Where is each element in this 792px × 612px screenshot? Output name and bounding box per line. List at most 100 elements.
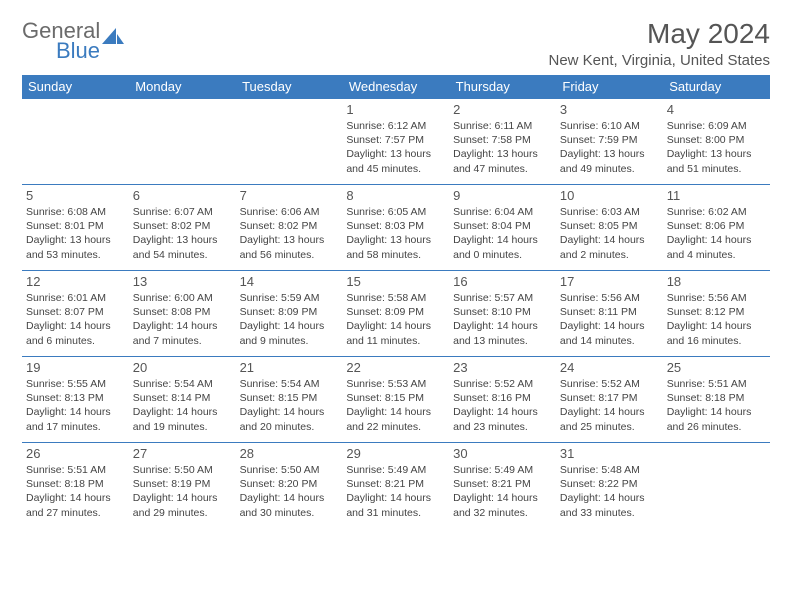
day-details: Sunrise: 5:50 AMSunset: 8:20 PMDaylight:… — [240, 463, 339, 520]
day-number: 9 — [453, 188, 552, 203]
weekday-header: Thursday — [449, 75, 556, 99]
calendar-day-cell: 4 Sunrise: 6:09 AMSunset: 8:00 PMDaylight… — [663, 99, 770, 185]
calendar-day-cell: 31 Sunrise: 5:48 AMSunset: 8:22 PMDayligh… — [556, 443, 663, 529]
calendar-day-cell — [129, 99, 236, 185]
day-details: Sunrise: 5:56 AMSunset: 8:12 PMDaylight:… — [667, 291, 766, 348]
calendar-day-cell: 22 Sunrise: 5:53 AMSunset: 8:15 PMDayligh… — [342, 357, 449, 443]
weekday-header: Wednesday — [342, 75, 449, 99]
day-details: Sunrise: 6:09 AMSunset: 8:00 PMDaylight:… — [667, 119, 766, 176]
day-number: 27 — [133, 446, 232, 461]
day-number: 24 — [560, 360, 659, 375]
calendar-week-row: 5 Sunrise: 6:08 AMSunset: 8:01 PMDaylight… — [22, 185, 770, 271]
day-number: 1 — [346, 102, 445, 117]
location-text: New Kent, Virginia, United States — [548, 52, 770, 69]
day-details: Sunrise: 5:54 AMSunset: 8:14 PMDaylight:… — [133, 377, 232, 434]
day-details: Sunrise: 5:52 AMSunset: 8:16 PMDaylight:… — [453, 377, 552, 434]
calendar-day-cell: 3 Sunrise: 6:10 AMSunset: 7:59 PMDaylight… — [556, 99, 663, 185]
day-number: 16 — [453, 274, 552, 289]
day-details: Sunrise: 5:51 AMSunset: 8:18 PMDaylight:… — [667, 377, 766, 434]
day-details: Sunrise: 6:08 AMSunset: 8:01 PMDaylight:… — [26, 205, 125, 262]
day-number: 15 — [346, 274, 445, 289]
calendar-day-cell — [663, 443, 770, 529]
weekday-header-row: SundayMondayTuesdayWednesdayThursdayFrid… — [22, 75, 770, 99]
calendar-day-cell: 21 Sunrise: 5:54 AMSunset: 8:15 PMDayligh… — [236, 357, 343, 443]
calendar-day-cell: 7 Sunrise: 6:06 AMSunset: 8:02 PMDaylight… — [236, 185, 343, 271]
day-number: 29 — [346, 446, 445, 461]
day-number: 13 — [133, 274, 232, 289]
day-details: Sunrise: 5:50 AMSunset: 8:19 PMDaylight:… — [133, 463, 232, 520]
calendar-day-cell: 30Sunrise: 5:49 AMSunset: 8:21 PMDayligh… — [449, 443, 556, 529]
day-details: Sunrise: 6:07 AMSunset: 8:02 PMDaylight:… — [133, 205, 232, 262]
day-number: 10 — [560, 188, 659, 203]
day-details: Sunrise: 5:56 AMSunset: 8:11 PMDaylight:… — [560, 291, 659, 348]
calendar-day-cell: 6 Sunrise: 6:07 AMSunset: 8:02 PMDaylight… — [129, 185, 236, 271]
day-number: 25 — [667, 360, 766, 375]
day-details: Sunrise: 5:52 AMSunset: 8:17 PMDaylight:… — [560, 377, 659, 434]
calendar-week-row: 12 Sunrise: 6:01 AMSunset: 8:07 PMDayligh… — [22, 271, 770, 357]
calendar-day-cell: 16 Sunrise: 5:57 AMSunset: 8:10 PMDayligh… — [449, 271, 556, 357]
day-number: 3 — [560, 102, 659, 117]
calendar-day-cell: 11 Sunrise: 6:02 AMSunset: 8:06 PMDayligh… — [663, 185, 770, 271]
calendar-day-cell: 15 Sunrise: 5:58 AMSunset: 8:09 PMDayligh… — [342, 271, 449, 357]
calendar-body: 1 Sunrise: 6:12 AMSunset: 7:57 PMDaylight… — [22, 99, 770, 529]
calendar-day-cell — [22, 99, 129, 185]
day-details: Sunrise: 6:12 AMSunset: 7:57 PMDaylight:… — [346, 119, 445, 176]
day-number: 23 — [453, 360, 552, 375]
day-number: 21 — [240, 360, 339, 375]
calendar-day-cell: 9 Sunrise: 6:04 AMSunset: 8:04 PMDaylight… — [449, 185, 556, 271]
weekday-header: Saturday — [663, 75, 770, 99]
calendar-week-row: 1 Sunrise: 6:12 AMSunset: 7:57 PMDaylight… — [22, 99, 770, 185]
day-number: 7 — [240, 188, 339, 203]
weekday-header: Friday — [556, 75, 663, 99]
day-number: 8 — [346, 188, 445, 203]
day-details: Sunrise: 5:49 AMSunset: 8:21 PMDaylight:… — [346, 463, 445, 520]
day-number: 28 — [240, 446, 339, 461]
day-details: Sunrise: 5:48 AMSunset: 8:22 PMDaylight:… — [560, 463, 659, 520]
calendar-table: SundayMondayTuesdayWednesdayThursdayFrid… — [22, 75, 770, 529]
day-number: 4 — [667, 102, 766, 117]
day-number: 19 — [26, 360, 125, 375]
day-details: Sunrise: 6:01 AMSunset: 8:07 PMDaylight:… — [26, 291, 125, 348]
calendar-day-cell: 10 Sunrise: 6:03 AMSunset: 8:05 PMDayligh… — [556, 185, 663, 271]
weekday-header: Sunday — [22, 75, 129, 99]
day-number: 22 — [346, 360, 445, 375]
weekday-header: Monday — [129, 75, 236, 99]
day-number: 18 — [667, 274, 766, 289]
calendar-day-cell: 19Sunrise: 5:55 AMSunset: 8:13 PMDayligh… — [22, 357, 129, 443]
day-number: 5 — [26, 188, 125, 203]
logo-text-blue: Blue — [56, 38, 100, 63]
day-number: 31 — [560, 446, 659, 461]
calendar-day-cell: 18 Sunrise: 5:56 AMSunset: 8:12 PMDayligh… — [663, 271, 770, 357]
calendar-day-cell: 27 Sunrise: 5:50 AMSunset: 8:19 PMDayligh… — [129, 443, 236, 529]
day-details: Sunrise: 6:00 AMSunset: 8:08 PMDaylight:… — [133, 291, 232, 348]
calendar-day-cell: 28 Sunrise: 5:50 AMSunset: 8:20 PMDayligh… — [236, 443, 343, 529]
day-number: 14 — [240, 274, 339, 289]
day-details: Sunrise: 6:03 AMSunset: 8:05 PMDaylight:… — [560, 205, 659, 262]
calendar-day-cell: 26Sunrise: 5:51 AMSunset: 8:18 PMDayligh… — [22, 443, 129, 529]
day-details: Sunrise: 5:53 AMSunset: 8:15 PMDaylight:… — [346, 377, 445, 434]
day-number: 2 — [453, 102, 552, 117]
calendar-day-cell: 2 Sunrise: 6:11 AMSunset: 7:58 PMDaylight… — [449, 99, 556, 185]
calendar-day-cell: 29 Sunrise: 5:49 AMSunset: 8:21 PMDayligh… — [342, 443, 449, 529]
day-details: Sunrise: 6:04 AMSunset: 8:04 PMDaylight:… — [453, 205, 552, 262]
day-details: Sunrise: 5:49 AMSunset: 8:21 PMDaylight:… — [453, 463, 552, 520]
day-details: Sunrise: 6:06 AMSunset: 8:02 PMDaylight:… — [240, 205, 339, 262]
day-number: 26 — [26, 446, 125, 461]
calendar-day-cell — [236, 99, 343, 185]
day-number: 11 — [667, 188, 766, 203]
weekday-header: Tuesday — [236, 75, 343, 99]
day-details: Sunrise: 6:11 AMSunset: 7:58 PMDaylight:… — [453, 119, 552, 176]
day-number: 6 — [133, 188, 232, 203]
day-details: Sunrise: 5:54 AMSunset: 8:15 PMDaylight:… — [240, 377, 339, 434]
day-details: Sunrise: 5:57 AMSunset: 8:10 PMDaylight:… — [453, 291, 552, 348]
day-number: 20 — [133, 360, 232, 375]
month-title: May 2024 — [548, 18, 770, 50]
day-details: Sunrise: 6:10 AMSunset: 7:59 PMDaylight:… — [560, 119, 659, 176]
calendar-day-cell: 23 Sunrise: 5:52 AMSunset: 8:16 PMDayligh… — [449, 357, 556, 443]
day-number: 12 — [26, 274, 125, 289]
day-details: Sunrise: 6:02 AMSunset: 8:06 PMDaylight:… — [667, 205, 766, 262]
day-details: Sunrise: 5:58 AMSunset: 8:09 PMDaylight:… — [346, 291, 445, 348]
header: General Blue May 2024 New Kent, Virginia… — [22, 18, 770, 69]
day-details: Sunrise: 6:05 AMSunset: 8:03 PMDaylight:… — [346, 205, 445, 262]
logo-sail-icon — [102, 28, 124, 44]
